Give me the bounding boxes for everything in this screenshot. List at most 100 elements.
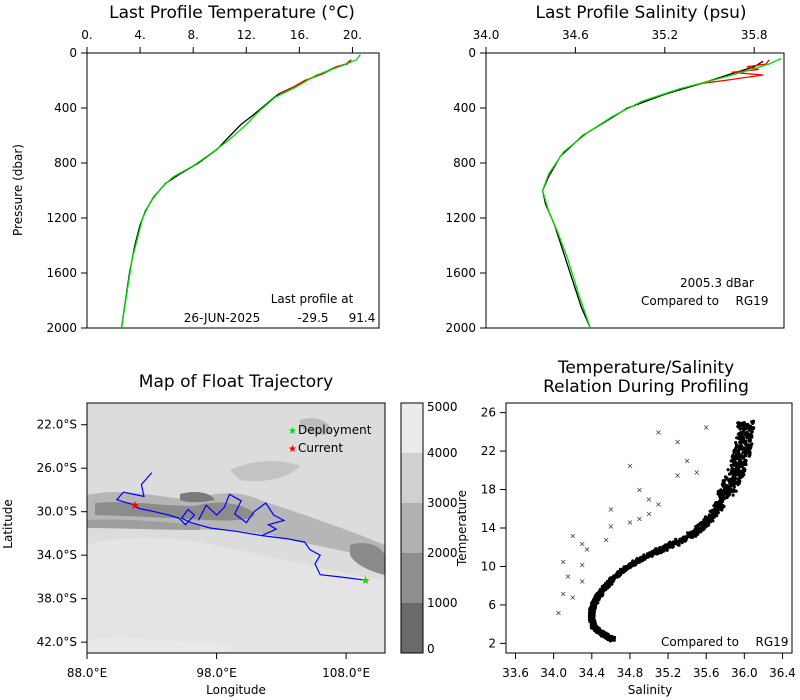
ts-point xyxy=(680,539,684,544)
ts-point xyxy=(715,505,719,509)
ts-point xyxy=(660,548,664,552)
ts-title-line-2: Relation During Profiling xyxy=(543,377,749,397)
ts-y-tick-label: 10 xyxy=(481,559,496,573)
ts-point xyxy=(700,520,704,524)
ts-point xyxy=(725,487,729,491)
ts-x-tick-label: 34.8 xyxy=(617,666,644,680)
ridge-deep xyxy=(95,502,255,521)
ts-point xyxy=(589,623,593,627)
ts-point xyxy=(630,563,635,567)
ts-point xyxy=(604,582,608,587)
ts-point xyxy=(740,446,744,450)
colorbar-swatch-4000 xyxy=(401,453,423,503)
map-y-tick-label: 26.0°S xyxy=(37,461,77,475)
ts-outlier-point: × xyxy=(646,510,653,519)
ts-x-tick-label: 36.4 xyxy=(769,666,796,680)
ts-outlier-point: × xyxy=(627,462,634,471)
ts-point xyxy=(722,496,727,501)
deployment-legend-label: Deployment xyxy=(298,423,372,437)
ts-point xyxy=(619,568,623,572)
temperature-title: Last Profile Temperature (°C) xyxy=(109,3,355,23)
compare-depth-label: 2005.3 dBar xyxy=(680,276,754,290)
ts-point xyxy=(709,510,714,514)
ts-point xyxy=(723,475,728,479)
map-y-tick-label: 34.0°S xyxy=(37,548,77,562)
map-y-tick-label: 30.0°S xyxy=(37,505,77,519)
depth-colorbar: 5000 4000 3000 2000 1000 0 xyxy=(400,400,458,656)
ts-point xyxy=(735,470,739,474)
sal-y-tick-label: 2000 xyxy=(445,321,476,335)
colorbar-tick-label: 4000 xyxy=(427,446,458,460)
ts-outlier-point: × xyxy=(560,589,567,598)
map-title: Map of Float Trajectory xyxy=(139,372,333,392)
ts-point xyxy=(741,450,745,455)
ts-outlier-point: × xyxy=(603,536,610,545)
ts-point xyxy=(745,430,749,434)
ts-point xyxy=(709,519,713,524)
ts-point xyxy=(698,526,702,531)
ts-point xyxy=(749,424,753,429)
ts-outlier-point: × xyxy=(655,500,662,509)
ts-point xyxy=(738,458,742,462)
ts-point xyxy=(725,495,729,500)
bathymetry-map xyxy=(87,403,385,653)
ts-point xyxy=(721,482,725,486)
ts-outlier-point: × xyxy=(703,423,710,432)
ts-outlier-point: × xyxy=(560,558,567,567)
ts-point xyxy=(746,422,750,427)
ts-outlier-point: × xyxy=(565,572,572,581)
ts-point xyxy=(734,448,738,452)
ts-reference-rg19-label: RG19 xyxy=(756,635,789,649)
ts-point xyxy=(728,487,732,491)
temp-reference-line xyxy=(120,54,361,329)
ts-point xyxy=(710,517,714,521)
ts-point xyxy=(734,467,738,471)
ts-point xyxy=(742,454,746,458)
ts-point xyxy=(735,452,739,456)
ts-point xyxy=(732,478,737,483)
ts-x-tick-label: 35.2 xyxy=(655,666,682,680)
ts-point xyxy=(738,427,742,431)
ts-point xyxy=(591,598,596,602)
last-profile-longitude: 91.4 xyxy=(349,311,376,325)
temp-upper-profile-line xyxy=(279,59,352,95)
ts-point xyxy=(737,461,742,466)
ts-outlier-point: × xyxy=(569,593,576,602)
ts-point xyxy=(596,628,600,632)
ts-point xyxy=(725,484,730,488)
ts-point xyxy=(588,618,592,622)
southern-basin xyxy=(87,537,385,653)
ts-point xyxy=(604,588,608,592)
ts-point xyxy=(695,531,699,535)
ts-compared-to-label: Compared to xyxy=(661,635,739,649)
last-profile-label: Last profile at xyxy=(271,292,354,306)
colorbar-tick-label: 0 xyxy=(427,642,435,656)
ts-point xyxy=(676,542,680,546)
ts-y-tick-label: 6 xyxy=(488,598,496,612)
ts-point xyxy=(601,633,605,637)
ts-y-tick-label: 26 xyxy=(481,406,496,420)
ts-point xyxy=(729,463,733,468)
ts-outlier-point: × xyxy=(608,522,615,531)
ts-point xyxy=(741,424,746,428)
temp-x-tick-label: 0. xyxy=(81,28,92,42)
ts-point xyxy=(667,544,671,548)
ts-point xyxy=(722,487,727,491)
ts-outlier-point: × xyxy=(569,532,576,541)
ts-point xyxy=(730,468,734,472)
pressure-axis-label: Pressure (dbar) xyxy=(11,144,25,236)
ts-point xyxy=(637,557,642,562)
ts-point xyxy=(731,475,735,479)
sal-y-tick-label: 0 xyxy=(468,46,476,60)
ts-point xyxy=(742,427,746,431)
current-position-marker: ★ xyxy=(130,499,140,512)
ts-point xyxy=(734,489,738,493)
colorbar-tick-label: 2000 xyxy=(427,546,458,560)
ts-point xyxy=(688,532,692,537)
ts-x-tick-label: 35.6 xyxy=(693,666,720,680)
ts-point xyxy=(731,488,735,493)
ts-point xyxy=(597,591,602,595)
ts-point xyxy=(674,537,678,542)
seamount-east xyxy=(350,543,385,575)
ts-point xyxy=(664,543,668,547)
